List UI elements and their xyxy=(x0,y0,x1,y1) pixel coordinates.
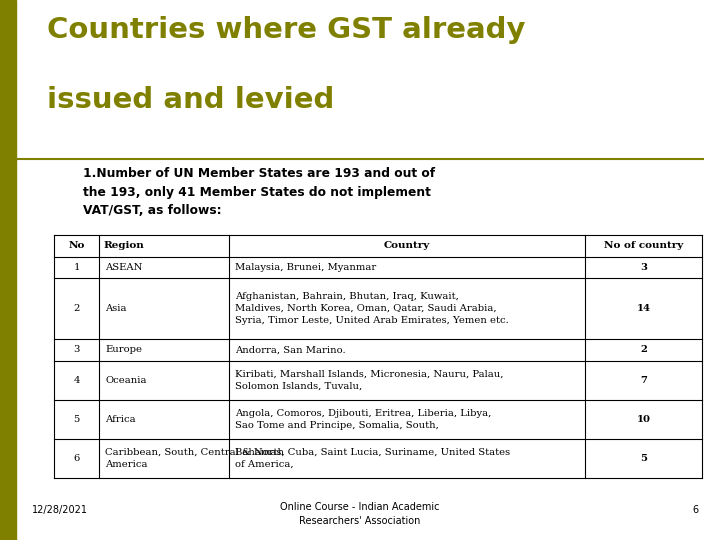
Text: 7: 7 xyxy=(640,376,647,385)
Text: Andorra, San Marino.: Andorra, San Marino. xyxy=(235,346,346,354)
Text: Africa: Africa xyxy=(105,415,136,424)
Text: Angola, Comoros, Djibouti, Eritrea, Liberia, Libya,
Sao Tome and Principe, Somal: Angola, Comoros, Djibouti, Eritrea, Libe… xyxy=(235,409,491,430)
Text: Malaysia, Brunei, Myanmar: Malaysia, Brunei, Myanmar xyxy=(235,263,376,272)
Text: No: No xyxy=(68,241,85,250)
Text: Europe: Europe xyxy=(105,346,142,354)
Text: Asia: Asia xyxy=(105,304,127,313)
Text: 3: 3 xyxy=(640,263,647,272)
Text: 10: 10 xyxy=(636,415,651,424)
Text: 12/28/2021: 12/28/2021 xyxy=(32,505,89,515)
Text: 5: 5 xyxy=(640,454,647,463)
Text: 14: 14 xyxy=(636,304,651,313)
Text: Countries where GST already: Countries where GST already xyxy=(47,16,526,44)
Text: 3: 3 xyxy=(73,346,80,354)
Text: Oceania: Oceania xyxy=(105,376,147,385)
Text: 2: 2 xyxy=(73,304,80,313)
Text: 5: 5 xyxy=(73,415,80,424)
Text: Bahamas, Cuba, Saint Lucia, Suriname, United States
of America,: Bahamas, Cuba, Saint Lucia, Suriname, Un… xyxy=(235,448,510,469)
Text: 1: 1 xyxy=(73,263,80,272)
Text: Caribbean, South, Central & North
America: Caribbean, South, Central & North Americ… xyxy=(105,448,284,469)
Text: ASEAN: ASEAN xyxy=(105,263,143,272)
Text: 1.Number of UN Member States are 193 and out of
the 193, only 41 Member States d: 1.Number of UN Member States are 193 and… xyxy=(83,167,435,218)
Text: issued and levied: issued and levied xyxy=(47,86,334,114)
Text: Kiribati, Marshall Islands, Micronesia, Nauru, Palau,
Solomon Islands, Tuvalu,: Kiribati, Marshall Islands, Micronesia, … xyxy=(235,370,503,391)
Text: Country: Country xyxy=(384,241,431,250)
Text: Online Course - Indian Academic
Researchers' Association: Online Course - Indian Academic Research… xyxy=(280,503,440,525)
Bar xyxy=(0,0,16,540)
Text: 6: 6 xyxy=(692,505,698,515)
Text: Region: Region xyxy=(104,241,145,250)
Text: Afghanistan, Bahrain, Bhutan, Iraq, Kuwait,
Maldives, North Korea, Oman, Qatar, : Afghanistan, Bahrain, Bhutan, Iraq, Kuwa… xyxy=(235,292,508,325)
Text: No of country: No of country xyxy=(604,241,683,250)
Text: 2: 2 xyxy=(640,346,647,354)
Text: 4: 4 xyxy=(73,376,80,385)
Text: 6: 6 xyxy=(73,454,80,463)
